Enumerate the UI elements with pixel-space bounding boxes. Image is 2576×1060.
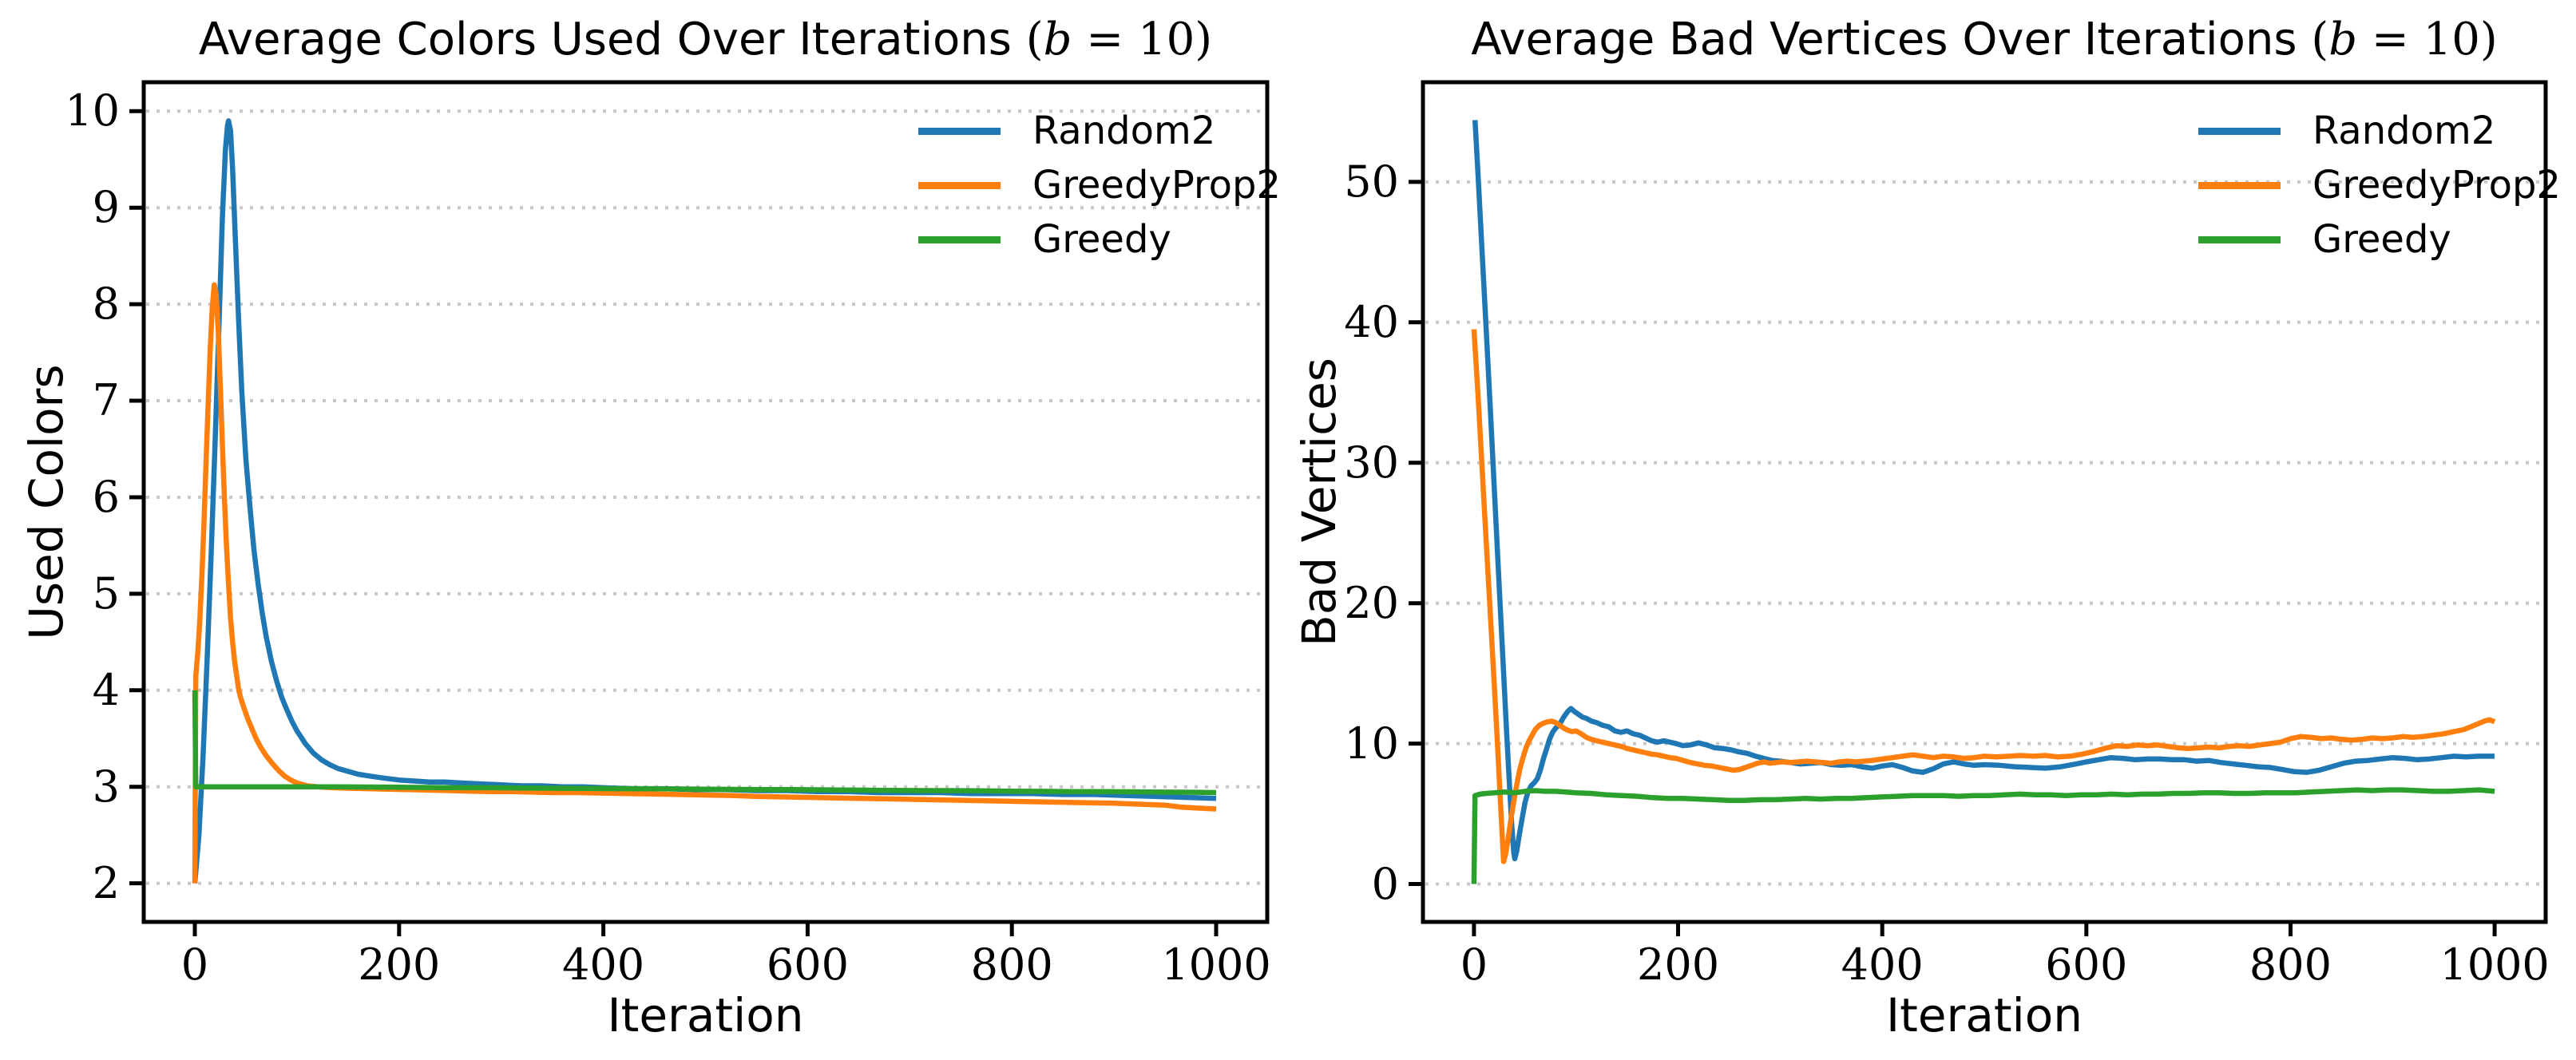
greedyprop2-line-swatch xyxy=(918,181,1001,189)
random2-line-swatch xyxy=(918,127,1001,135)
y-tick-label-50: 50 xyxy=(1344,156,1399,207)
legend-label-greedy: Greedy xyxy=(2312,217,2451,262)
x-tick-label-1000: 1000 xyxy=(2439,939,2550,990)
y-tick-label-10: 10 xyxy=(1344,718,1399,769)
right-legend: Random2 GreedyProp2 Greedy xyxy=(2198,104,2561,267)
right-title-text: Average Bad Vertices Over Iterations xyxy=(1471,14,2312,65)
y-tick-label-9: 9 xyxy=(92,182,120,233)
right-title-value: = 10) xyxy=(2357,14,2498,65)
plot-box xyxy=(141,80,1270,924)
x-tick-label-0: 0 xyxy=(1460,939,1488,990)
y-tick-label-8: 8 xyxy=(92,279,120,330)
x-tick-label-400: 400 xyxy=(562,939,645,990)
legend-item-greedyprop2: GreedyProp2 xyxy=(918,158,1281,212)
left-title-text: Average Colors Used Over Iterations xyxy=(198,14,1026,65)
legend-label-random2: Random2 xyxy=(1032,109,1216,153)
legend-item-greedy: Greedy xyxy=(2198,212,2561,267)
right-title-paren: ( xyxy=(2311,14,2329,65)
legend-label-random2: Random2 xyxy=(2312,109,2496,153)
legend-label-greedyprop2: GreedyProp2 xyxy=(1032,163,1281,208)
x-tick-label-0: 0 xyxy=(180,939,209,990)
y-tick-label-20: 20 xyxy=(1344,577,1399,628)
random2-line-swatch xyxy=(2198,127,2281,135)
y-tick-label-4: 4 xyxy=(92,664,120,715)
series-line-greedy xyxy=(1471,787,2495,884)
y-tick-label-6: 6 xyxy=(92,471,120,522)
x-tick-label-400: 400 xyxy=(1841,939,1924,990)
right-title-b-var: b xyxy=(2328,14,2358,65)
x-tick-label-200: 200 xyxy=(1636,939,1720,990)
left-title-paren: ( xyxy=(1025,14,1044,65)
greedy-line-swatch xyxy=(918,235,1001,243)
y-tick-label-2: 2 xyxy=(92,857,120,908)
left-x-axis-label: Iteration xyxy=(607,988,804,1042)
right-x-axis-label: Iteration xyxy=(1885,988,2083,1042)
x-tick-label-800: 800 xyxy=(2249,939,2332,990)
legend-item-random2: Random2 xyxy=(918,104,1281,158)
legend-label-greedyprop2: GreedyProp2 xyxy=(2312,163,2561,208)
left-chart-title: Average Colors Used Over Iterations (b =… xyxy=(144,11,1267,69)
y-tick-label-7: 7 xyxy=(92,375,120,426)
y-tick-label-0: 0 xyxy=(1371,858,1399,909)
series-line-greedy xyxy=(192,690,1217,796)
legend-item-random2: Random2 xyxy=(2198,104,2561,158)
x-tick-label-200: 200 xyxy=(358,939,441,990)
series-line-greedyprop2 xyxy=(1471,329,2496,864)
y-tick-label-40: 40 xyxy=(1344,296,1399,347)
y-tick-label-3: 3 xyxy=(92,761,120,812)
y-tick-label-30: 30 xyxy=(1344,437,1399,488)
x-tick-label-600: 600 xyxy=(2045,939,2128,990)
plot-box xyxy=(1421,80,2548,924)
left-title-b-var: b xyxy=(1043,14,1072,65)
legend-item-greedyprop2: GreedyProp2 xyxy=(2198,158,2561,212)
x-tick-label-800: 800 xyxy=(970,939,1053,990)
y-tick-label-10: 10 xyxy=(65,85,120,136)
left-legend: Random2 GreedyProp2 Greedy xyxy=(918,104,1281,267)
legend-label-greedy: Greedy xyxy=(1032,217,1171,262)
x-tick-label-600: 600 xyxy=(766,939,849,990)
x-tick-label-1000: 1000 xyxy=(1161,939,1271,990)
y-tick-label-5: 5 xyxy=(92,568,120,619)
right-chart-title: Average Bad Vertices Over Iterations (b … xyxy=(1423,11,2546,69)
legend-item-greedy: Greedy xyxy=(918,212,1281,267)
greedy-line-swatch xyxy=(2198,235,2281,243)
greedyprop2-line-swatch xyxy=(2198,181,2281,189)
left-title-value: = 10) xyxy=(1072,14,1213,65)
